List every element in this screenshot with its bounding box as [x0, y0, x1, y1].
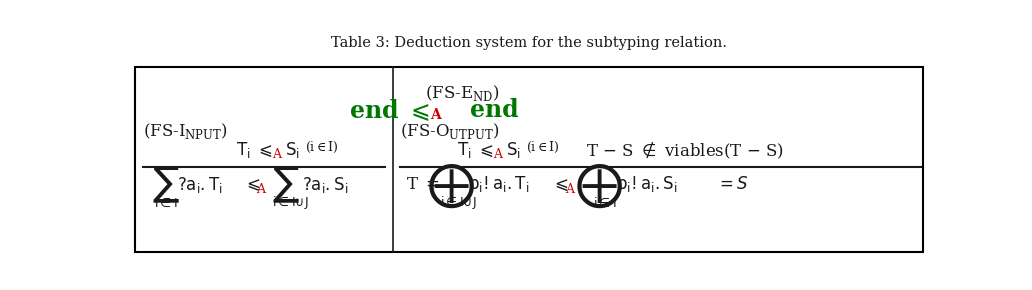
Text: $\mathrm{i{\in}I{\cup}J}$: $\mathrm{i{\in}I{\cup}J}$ — [440, 194, 477, 211]
Text: $\leqslant$: $\leqslant$ — [551, 176, 569, 193]
Text: $\sum$: $\sum$ — [272, 165, 300, 205]
Text: $\mathregular{(i{\in}I)}$: $\mathregular{(i{\in}I)}$ — [304, 140, 338, 155]
Text: (FS-O$_{\mathregular{UTPUT}}$): (FS-O$_{\mathregular{UTPUT}}$) — [400, 121, 499, 141]
Text: A: A — [272, 148, 282, 161]
Text: (FS-E$_{\mathregular{ND}}$): (FS-E$_{\mathregular{ND}}$) — [425, 83, 499, 103]
Text: $\sum$: $\sum$ — [153, 165, 180, 205]
Bar — [135, 67, 923, 252]
Text: $\mathregular{(i{\in}I)}$: $\mathregular{(i{\in}I)}$ — [525, 140, 559, 155]
Text: $\mathrm{T_i}$ $\leqslant$: $\mathrm{T_i}$ $\leqslant$ — [456, 140, 493, 160]
Text: $\mathrm{S_i}$: $\mathrm{S_i}$ — [506, 140, 520, 160]
Text: $\mathrm{i{\in}I{\cup}J}$: $\mathrm{i{\in}I{\cup}J}$ — [272, 194, 309, 211]
Text: $= S$: $= S$ — [716, 176, 749, 193]
Text: $\bigoplus$: $\bigoplus$ — [576, 163, 623, 210]
Text: A: A — [565, 183, 574, 196]
Text: A: A — [256, 183, 265, 196]
Text: $\mathrm{p_i!a_i.T_i}$: $\mathrm{p_i!a_i.T_i}$ — [467, 175, 529, 195]
Text: $\leqslant$: $\leqslant$ — [243, 176, 260, 193]
Text: $\mathrm{S_i}$: $\mathrm{S_i}$ — [285, 140, 299, 160]
Text: T $=$: T $=$ — [407, 176, 441, 193]
Text: (FS-I$_{\mathregular{NPUT}}$): (FS-I$_{\mathregular{NPUT}}$) — [143, 121, 228, 141]
Text: $\mathrm{T_i}$ $\leqslant$: $\mathrm{T_i}$ $\leqslant$ — [235, 140, 272, 160]
Text: Table 3: Deduction system for the subtyping relation.: Table 3: Deduction system for the subtyp… — [331, 36, 727, 50]
Text: $\mathrm{i{\in}I}$: $\mathrm{i{\in}I}$ — [593, 196, 617, 210]
Text: A: A — [493, 148, 503, 161]
Text: $\mathrm{?a_i.T_i}$: $\mathrm{?a_i.T_i}$ — [178, 175, 223, 195]
Text: $\bigoplus$: $\bigoplus$ — [426, 163, 475, 210]
Text: $\mathrm{p_i!a_i.S_i}$: $\mathrm{p_i!a_i.S_i}$ — [616, 175, 678, 195]
Text: end $\leqslant$: end $\leqslant$ — [349, 97, 429, 123]
Text: $\mathrm{i{\in}I}$: $\mathrm{i{\in}I}$ — [154, 196, 178, 210]
Text: T $-$ S $\notin$ viables(T $-$ S): T $-$ S $\notin$ viables(T $-$ S) — [586, 140, 784, 161]
Text: $\mathrm{?a_i.S_i}$: $\mathrm{?a_i.S_i}$ — [301, 175, 348, 195]
Text: end: end — [470, 98, 519, 122]
Text: A: A — [429, 108, 441, 122]
